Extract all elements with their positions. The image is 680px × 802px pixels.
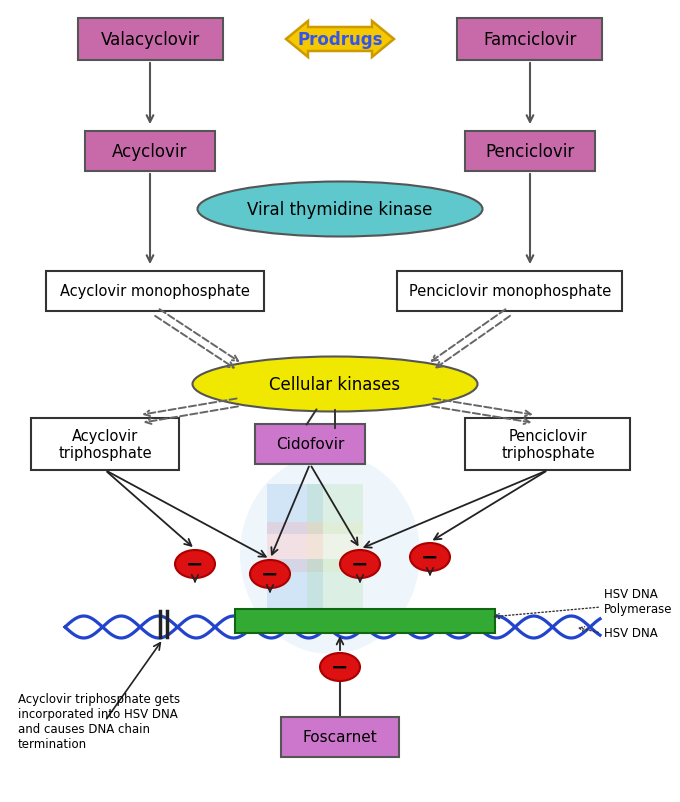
FancyBboxPatch shape — [78, 19, 222, 61]
Text: HSV DNA: HSV DNA — [604, 626, 658, 640]
Bar — [267, 522, 323, 573]
Text: −: − — [331, 657, 349, 677]
Text: Foscarnet: Foscarnet — [303, 730, 377, 744]
FancyBboxPatch shape — [255, 424, 365, 464]
Bar — [267, 484, 323, 534]
Text: −: − — [352, 554, 369, 574]
FancyBboxPatch shape — [85, 132, 215, 172]
FancyBboxPatch shape — [466, 419, 630, 471]
Ellipse shape — [197, 182, 483, 237]
FancyBboxPatch shape — [281, 717, 399, 757]
Text: −: − — [261, 565, 279, 585]
Bar — [235, 610, 495, 634]
Bar — [307, 559, 363, 610]
Text: Acyclovir triphosphate gets
incorporated into HSV DNA
and causes DNA chain
termi: Acyclovir triphosphate gets incorporated… — [18, 692, 180, 750]
Text: Famciclovir: Famciclovir — [483, 31, 577, 49]
Text: Viral thymidine kinase: Viral thymidine kinase — [248, 200, 432, 219]
Text: HSV DNA
Polymerase: HSV DNA Polymerase — [604, 587, 673, 615]
Ellipse shape — [340, 550, 380, 578]
Ellipse shape — [320, 653, 360, 681]
Ellipse shape — [192, 357, 477, 412]
Text: Penciclovir
triphosphate: Penciclovir triphosphate — [501, 428, 595, 460]
Text: Cellular kinases: Cellular kinases — [269, 375, 401, 394]
Ellipse shape — [240, 455, 420, 654]
Bar — [307, 484, 363, 534]
FancyBboxPatch shape — [458, 19, 602, 61]
Polygon shape — [286, 22, 394, 58]
FancyBboxPatch shape — [398, 272, 622, 312]
Text: Prodrugs: Prodrugs — [297, 31, 383, 49]
Bar — [307, 522, 363, 573]
Text: Cidofovir: Cidofovir — [276, 437, 344, 452]
Text: Valacyclovir: Valacyclovir — [101, 31, 200, 49]
Ellipse shape — [250, 561, 290, 588]
Text: Acyclovir monophosphate: Acyclovir monophosphate — [60, 284, 250, 299]
Text: Penciclovir monophosphate: Penciclovir monophosphate — [409, 284, 611, 299]
Text: −: − — [421, 547, 439, 567]
Ellipse shape — [410, 543, 450, 571]
FancyBboxPatch shape — [46, 272, 264, 312]
Text: Penciclovir: Penciclovir — [486, 143, 575, 160]
Text: Acyclovir
triphosphate: Acyclovir triphosphate — [58, 428, 152, 460]
FancyBboxPatch shape — [465, 132, 595, 172]
FancyBboxPatch shape — [31, 419, 179, 471]
Text: −: − — [186, 554, 204, 574]
Bar — [267, 559, 323, 610]
Ellipse shape — [175, 550, 215, 578]
Text: Acyclovir: Acyclovir — [112, 143, 188, 160]
